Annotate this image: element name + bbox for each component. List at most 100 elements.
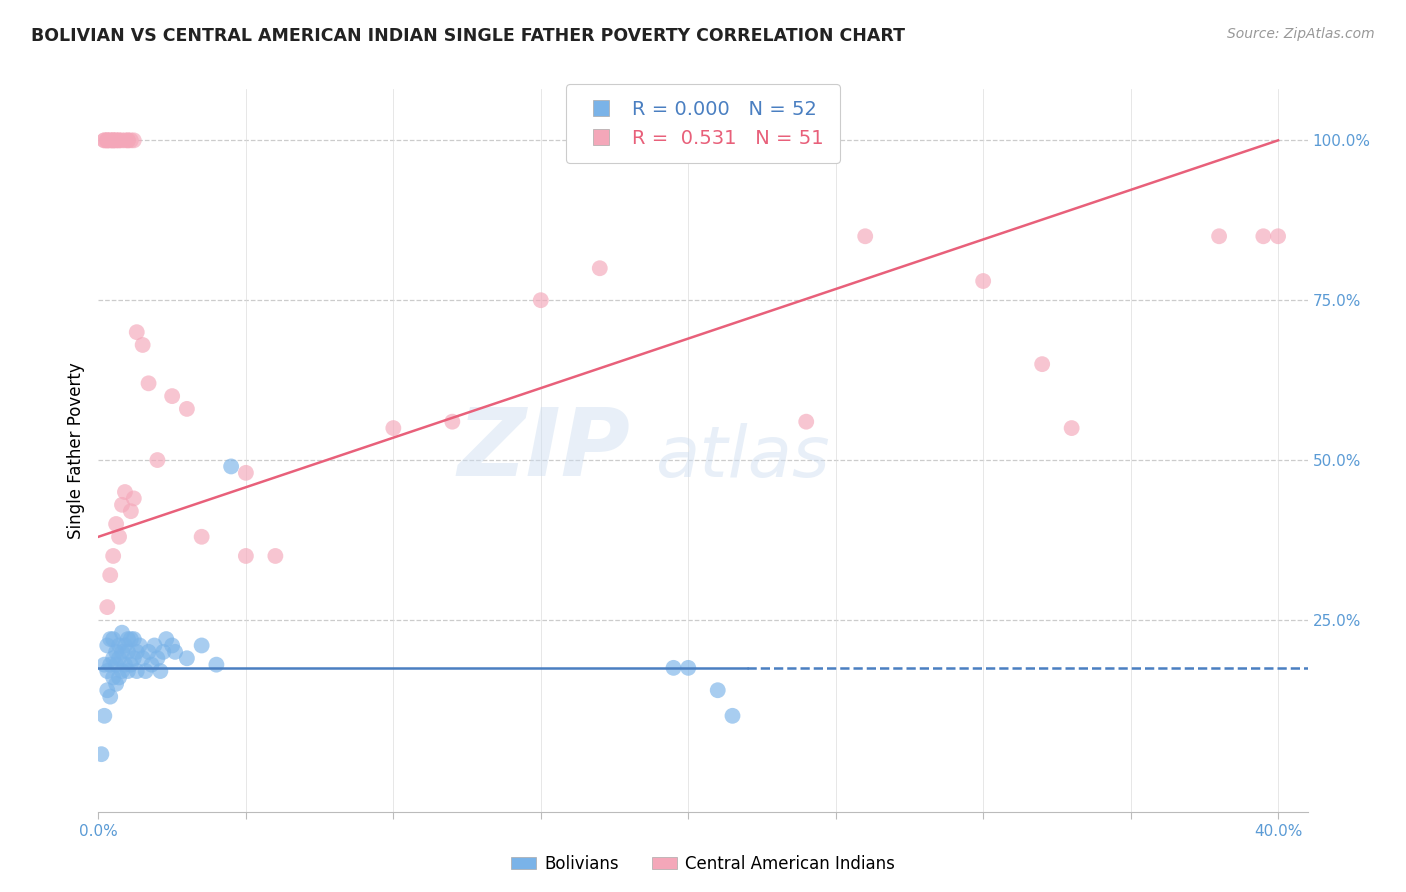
Point [114, 639, 136, 653]
Point [101, 632, 124, 646]
Point [98, 690, 121, 704]
Point [120, 657, 142, 672]
Point [93, 708, 115, 723]
Point [98, 133, 121, 147]
Point [111, 498, 134, 512]
Point [853, 229, 876, 244]
Point [141, 657, 163, 672]
Point [111, 625, 134, 640]
Point [101, 670, 124, 684]
Point [101, 651, 124, 665]
Point [98, 133, 121, 147]
Point [190, 639, 212, 653]
Point [105, 133, 128, 147]
Point [93, 133, 115, 147]
Point [530, 293, 553, 308]
Point [235, 549, 257, 563]
Point [152, 645, 174, 659]
Point [1208, 229, 1230, 244]
Point [114, 485, 136, 500]
Point [205, 657, 228, 672]
Legend: R = 0.000   N = 52, R =  0.531   N = 51: R = 0.000 N = 52, R = 0.531 N = 51 [567, 85, 839, 163]
Point [160, 389, 183, 403]
Point [122, 632, 145, 646]
Point [176, 651, 198, 665]
Point [146, 651, 169, 665]
Point [235, 466, 257, 480]
Point [264, 549, 287, 563]
Point [117, 632, 139, 646]
Point [108, 651, 131, 665]
Point [114, 657, 136, 672]
Point [96, 639, 118, 653]
Point [108, 670, 131, 684]
Point [190, 530, 212, 544]
Point [131, 338, 153, 352]
Point [101, 133, 124, 147]
Point [90, 747, 112, 761]
Point [105, 657, 128, 672]
Point [155, 632, 177, 646]
Point [108, 133, 131, 147]
Point [122, 651, 145, 665]
Point [1253, 229, 1275, 244]
Point [125, 664, 148, 678]
Point [108, 639, 131, 653]
Point [146, 453, 169, 467]
Point [101, 133, 124, 147]
Point [96, 133, 118, 147]
Text: atlas: atlas [655, 423, 830, 492]
Point [101, 133, 124, 147]
Point [98, 568, 121, 582]
Point [108, 530, 131, 544]
Point [101, 549, 124, 563]
Point [149, 664, 172, 678]
Point [138, 645, 160, 659]
Point [794, 415, 817, 429]
Point [117, 645, 139, 659]
Point [1060, 421, 1083, 435]
Point [678, 661, 700, 675]
Point [111, 664, 134, 678]
Point [721, 708, 744, 723]
Point [120, 133, 142, 147]
Point [98, 632, 121, 646]
Point [96, 133, 118, 147]
Point [128, 639, 150, 653]
Point [125, 325, 148, 339]
Point [120, 632, 142, 646]
Point [96, 600, 118, 615]
Point [96, 133, 118, 147]
Point [117, 133, 139, 147]
Point [131, 651, 153, 665]
Point [972, 274, 994, 288]
Point [111, 133, 134, 147]
Point [96, 683, 118, 698]
Point [105, 133, 128, 147]
Point [111, 645, 134, 659]
Point [105, 677, 128, 691]
Point [143, 639, 166, 653]
Point [1031, 357, 1053, 371]
Point [105, 645, 128, 659]
Point [165, 645, 187, 659]
Point [105, 516, 128, 531]
Text: BOLIVIAN VS CENTRAL AMERICAN INDIAN SINGLE FATHER POVERTY CORRELATION CHART: BOLIVIAN VS CENTRAL AMERICAN INDIAN SING… [31, 27, 905, 45]
Point [117, 133, 139, 147]
Point [98, 657, 121, 672]
Point [138, 376, 160, 391]
Point [160, 639, 183, 653]
Point [589, 261, 612, 276]
Point [219, 459, 242, 474]
Point [1267, 229, 1289, 244]
Point [93, 657, 115, 672]
Point [122, 491, 145, 506]
Legend: Bolivians, Central American Indians: Bolivians, Central American Indians [505, 848, 901, 880]
Point [93, 133, 115, 147]
Point [706, 683, 728, 698]
Point [135, 664, 157, 678]
Point [441, 415, 464, 429]
Text: Source: ZipAtlas.com: Source: ZipAtlas.com [1227, 27, 1375, 41]
Point [117, 664, 139, 678]
Point [114, 133, 136, 147]
